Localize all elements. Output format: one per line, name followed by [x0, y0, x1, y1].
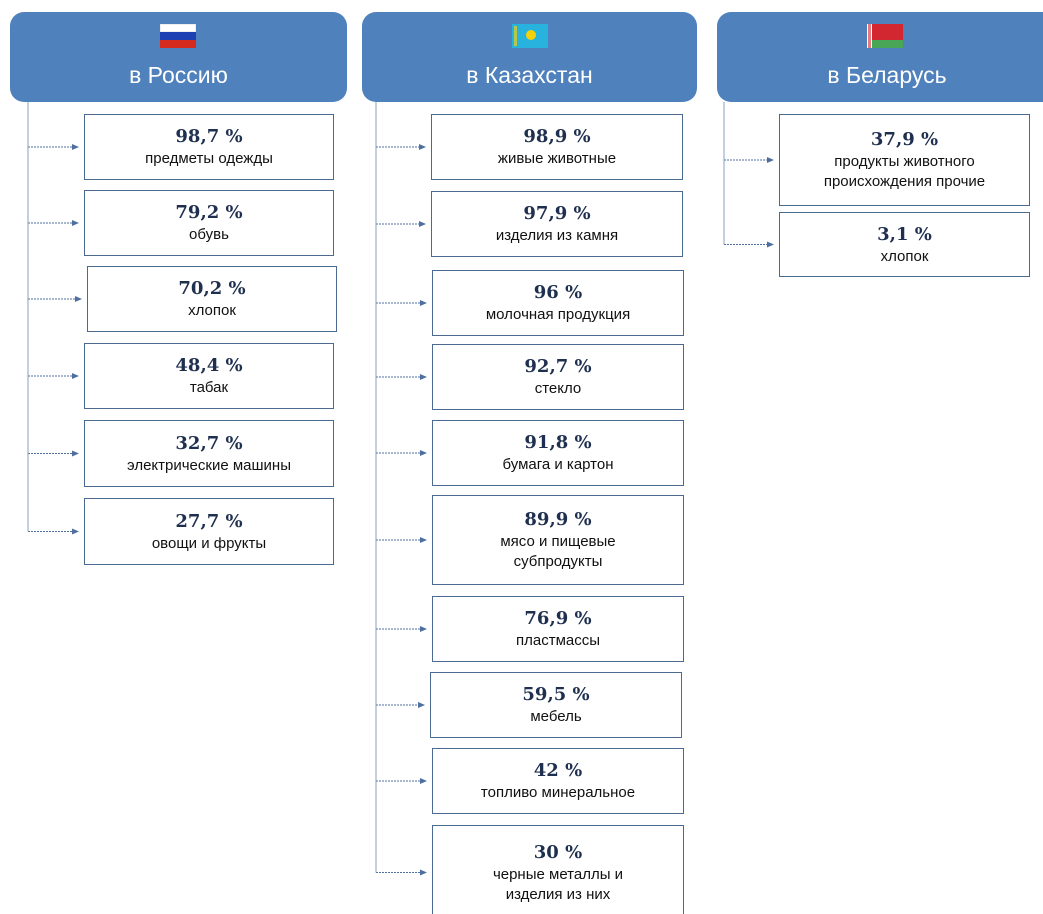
arrow [420, 374, 427, 380]
item-label: мебель [530, 708, 582, 725]
item-label: черные металлы и [492, 865, 624, 883]
item-label: электрические машины [127, 456, 291, 474]
item-box: 79,2 % обувь [84, 190, 334, 256]
item-value: 42 % [533, 760, 583, 781]
item-box: 42 % топливо минеральное [432, 748, 684, 814]
item-label: табак [189, 379, 229, 396]
arrow [72, 450, 79, 457]
item-label: мясо и пищевые [500, 533, 616, 550]
item-value: 76,9 % [524, 608, 592, 629]
item-box: 37,9 % продукты животного происхождения пр… [779, 114, 1030, 206]
item-box: 27,7 % овощи и фрукты [84, 498, 334, 565]
item-box: 59,5 % мебель [430, 672, 682, 738]
item-box: 89,9 % мясо и пищевые субпродукты [432, 495, 684, 585]
item-label: изделия из них [505, 885, 611, 903]
item-label: живые животные [497, 150, 617, 167]
arrow [419, 221, 426, 227]
item-box: 32,7 % электрические машины [84, 420, 334, 487]
arrow [72, 144, 79, 150]
item-value: 96 % [533, 282, 583, 303]
item-box: 98,9 % живые животные [431, 114, 683, 180]
item-value: 37,9 % [870, 129, 939, 150]
item-label: продукты животного [834, 153, 975, 170]
arrow [420, 869, 427, 876]
flag [867, 24, 903, 48]
item-value: 91,8 % [524, 432, 592, 453]
item-value: 79,2 % [175, 202, 243, 223]
arrow [767, 157, 774, 163]
item-label: молочная продукция [485, 306, 631, 323]
item-label: хлопок [188, 302, 236, 319]
item-box: 48,4 % табак [84, 343, 334, 409]
item-box: 91,8 % бумага и картон [432, 420, 684, 486]
item-label: пластмассы [515, 632, 601, 649]
item-value: 3,1 % [877, 223, 932, 245]
item-box: 30 % черные металлы и изделия из них [432, 825, 684, 914]
arrow [420, 537, 427, 543]
item-value: 89,9 % [524, 509, 592, 530]
item-box: 98,7 % предметы одежды [84, 114, 334, 180]
item-value: 27,7 % [175, 510, 243, 532]
item-box: 97,9 % изделия из камня [431, 191, 683, 257]
arrow [767, 241, 774, 248]
item-value: 30 % [533, 841, 583, 863]
item-value: 48,4 % [175, 355, 243, 376]
item-box: 92,7 % стекло [432, 344, 684, 410]
arrow [420, 778, 427, 784]
item-label: субпродукты [513, 553, 603, 570]
header-belarus: в Беларусь [717, 12, 1043, 102]
header-title: в Казахстан [466, 62, 593, 88]
flag [160, 24, 196, 48]
item-label: стекло [534, 380, 582, 397]
arrow [72, 373, 79, 379]
arrow [418, 702, 425, 708]
arrow [72, 528, 79, 535]
header-kazakhstan: в Казахстан [362, 12, 697, 102]
item-label: хлопок [880, 247, 929, 265]
item-box: 3,1 % хлопок [779, 212, 1030, 277]
item-value: 32,7 % [175, 432, 243, 454]
item-label: топливо минеральное [480, 784, 636, 801]
item-label: бумага и картон [502, 456, 614, 473]
item-label: происхождения прочие [823, 173, 986, 190]
item-box: 76,9 % пластмассы [432, 596, 684, 662]
item-value: 70,2 % [178, 278, 246, 299]
arrow [420, 300, 427, 306]
item-value: 98,7 % [175, 126, 243, 147]
item-value: 59,5 % [522, 684, 590, 705]
arrow [420, 450, 427, 456]
item-value: 98,9 % [523, 126, 591, 147]
item-box: 96 % молочная продукция [432, 270, 684, 336]
item-label: овощи и фрукты [151, 534, 267, 552]
item-label: предметы одежды [145, 150, 273, 167]
flag [512, 24, 548, 48]
item-value: 97,9 % [523, 203, 591, 224]
item-value: 92,7 % [524, 356, 592, 377]
arrow [420, 626, 427, 632]
item-box: 70,2 % хлопок [87, 266, 337, 332]
header-title: в Беларусь [827, 62, 947, 88]
arrow [72, 220, 79, 226]
arrow [75, 296, 82, 302]
header-title: в Россию [129, 62, 228, 88]
header-russia: в Россию [10, 12, 347, 102]
arrow [419, 144, 426, 150]
item-label: изделия из камня [495, 227, 619, 244]
item-label: обувь [189, 226, 229, 243]
